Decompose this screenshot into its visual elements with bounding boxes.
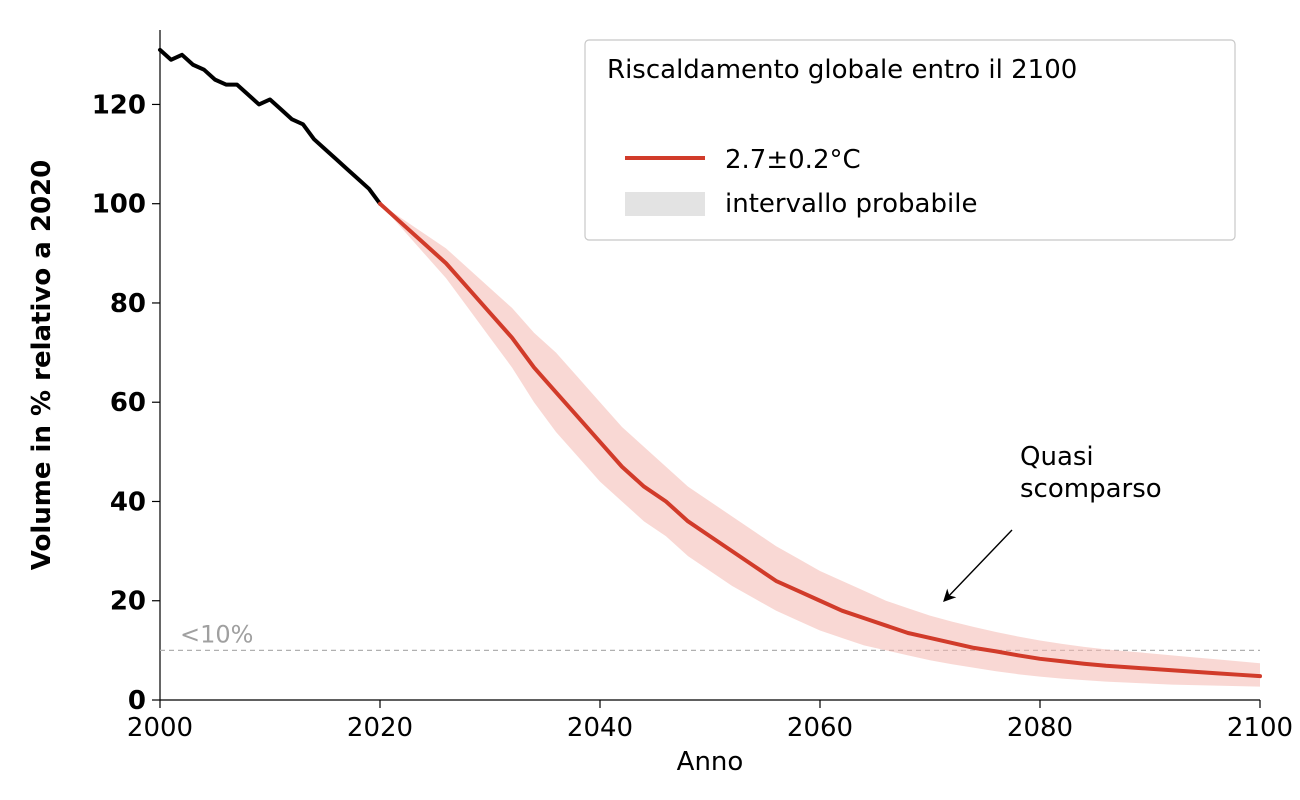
annotation-arrow: [945, 530, 1012, 600]
svg-text:2060: 2060: [787, 713, 853, 743]
chart-svg: <10% 200020202040206020802100 0204060801…: [0, 0, 1300, 800]
svg-text:2000: 2000: [127, 713, 193, 743]
svg-text:2080: 2080: [1007, 713, 1073, 743]
svg-text:60: 60: [110, 388, 146, 418]
svg-text:2100: 2100: [1227, 713, 1293, 743]
y-ticks: 0 20 40 60 80 100 120: [92, 90, 160, 716]
x-ticks: 2000 2020 2040 2060 2080 2100: [127, 700, 1293, 743]
annotation: Quasiscomparso: [945, 442, 1162, 600]
svg-text:20: 20: [110, 587, 146, 617]
y-axis-label: Volume in % relativo a 2020: [27, 160, 57, 570]
svg-text:100: 100: [92, 190, 146, 220]
legend-item-band: intervallo probabile: [725, 189, 977, 219]
svg-text:120: 120: [92, 90, 146, 120]
legend-band-sample: [625, 192, 705, 216]
historical-line: [160, 50, 380, 204]
glacier-volume-chart: <10% 200020202040206020802100 0204060801…: [0, 0, 1300, 800]
probable-range-band: [380, 204, 1260, 687]
legend-title: Riscaldamento globale entro il 2100: [607, 55, 1077, 85]
x-axis-label: Anno: [677, 747, 744, 777]
legend-item-line: 2.7±0.2°C: [725, 145, 861, 175]
annotation-text: Quasiscomparso: [1020, 442, 1162, 504]
legend: Riscaldamento globale entro il 2100 2.7±…: [585, 40, 1235, 240]
svg-text:40: 40: [110, 487, 146, 517]
svg-text:0: 0: [128, 686, 146, 716]
svg-text:2020: 2020: [347, 713, 413, 743]
threshold-label: <10%: [180, 620, 253, 648]
svg-text:2040: 2040: [567, 713, 633, 743]
svg-text:80: 80: [110, 289, 146, 319]
